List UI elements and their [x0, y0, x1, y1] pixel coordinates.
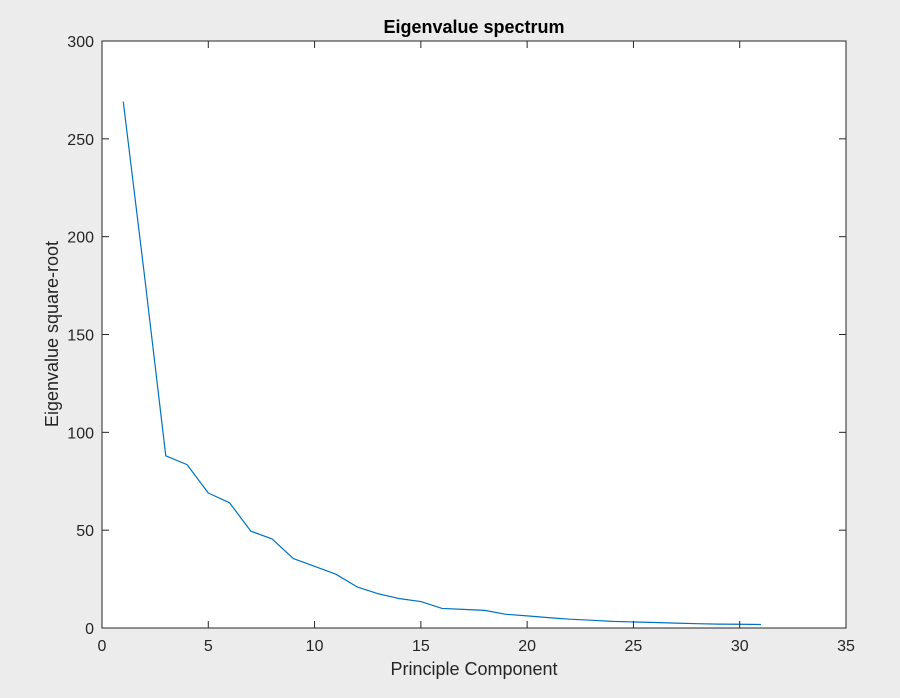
y-tick-label-6: 300: [67, 34, 94, 51]
axes-background: [102, 41, 846, 628]
y-tick-label-0: 0: [85, 621, 94, 638]
series-line-eigenvalue-sqrt: [122, 101, 761, 626]
chart-title: Eigenvalue spectrum: [383, 17, 564, 37]
x-tick-label-5: 25: [625, 638, 643, 655]
x-axis-label: Principle Component: [390, 659, 557, 679]
y-tick-label-3: 150: [67, 328, 94, 345]
x-tick-label-3: 15: [412, 638, 430, 655]
y-axis-label: Eigenvalue square-root: [42, 241, 62, 427]
x-tick-label-2: 10: [306, 638, 324, 655]
y-tick-label-5: 250: [67, 132, 94, 149]
x-tick-label-1: 5: [204, 638, 213, 655]
y-tick-label-1: 50: [76, 523, 94, 540]
x-tick-label-7: 35: [837, 638, 855, 655]
data-layer: [122, 101, 761, 626]
x-tick-label-4: 20: [518, 638, 536, 655]
y-tick-label-2: 100: [67, 425, 94, 442]
ticks-layer: 0 5 10 15 20 25 30 35 0 50 100 150 200 250 300: [67, 34, 855, 655]
x-tick-label-6: 30: [731, 638, 749, 655]
y-tick-label-4: 200: [67, 230, 94, 247]
x-tick-label-0: 0: [98, 638, 107, 655]
